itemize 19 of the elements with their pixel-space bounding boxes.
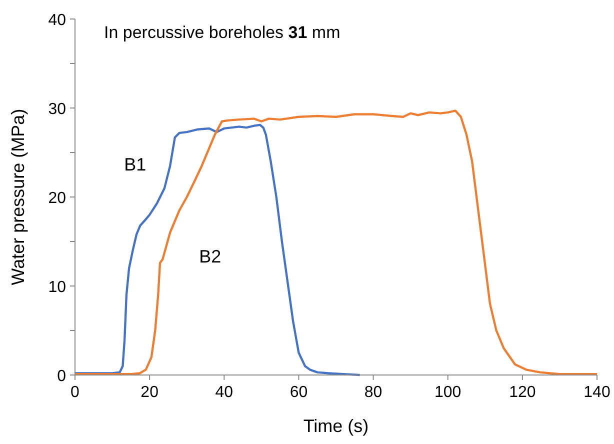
chart-title: In percussive boreholes 31 mm bbox=[104, 23, 340, 42]
x-tick-label: 80 bbox=[364, 384, 382, 401]
x-tick-label: 20 bbox=[140, 384, 159, 401]
series-label: B1 bbox=[124, 154, 146, 175]
x-tick-label: 0 bbox=[70, 384, 80, 401]
x-tick-label: 40 bbox=[215, 384, 234, 401]
y-tick-label: 40 bbox=[48, 12, 66, 29]
y-tick-label: 20 bbox=[48, 190, 66, 207]
x-axis-title: Time (s) bbox=[303, 416, 369, 436]
series-label: B2 bbox=[199, 246, 222, 266]
y-axis-title: Water pressure (MPa) bbox=[8, 108, 28, 286]
x-tick-label: 120 bbox=[509, 384, 536, 401]
y-tick-label: 30 bbox=[48, 101, 66, 118]
x-tick-label: 100 bbox=[434, 384, 462, 401]
line-series bbox=[74, 124, 361, 376]
y-tick-label: 0 bbox=[57, 368, 66, 385]
x-tick-label: 60 bbox=[290, 384, 308, 401]
y-tick-label: 10 bbox=[48, 279, 66, 296]
x-tick-label: 140 bbox=[584, 384, 610, 401]
